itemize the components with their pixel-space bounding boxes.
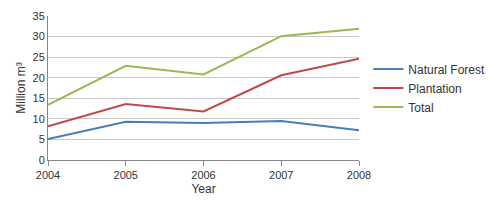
svg-text:2005: 2005 [114,169,138,181]
svg-text:25: 25 [33,51,45,63]
svg-text:5: 5 [39,133,45,145]
svg-text:2007: 2007 [269,169,293,181]
svg-text:35: 35 [33,10,45,22]
svg-text:10: 10 [33,113,45,125]
svg-text:Natural Forest: Natural Forest [408,63,485,77]
svg-text:15: 15 [33,92,45,104]
svg-text:2004: 2004 [36,169,60,181]
svg-text:2008: 2008 [347,169,371,181]
svg-text:2006: 2006 [191,169,215,181]
svg-text:0: 0 [39,154,45,166]
svg-text:20: 20 [33,72,45,84]
svg-text:Million m³: Million m³ [14,62,28,113]
svg-text:Plantation: Plantation [408,82,461,96]
svg-text:30: 30 [33,30,45,42]
svg-text:Year: Year [191,182,215,196]
svg-text:Total: Total [408,101,433,115]
